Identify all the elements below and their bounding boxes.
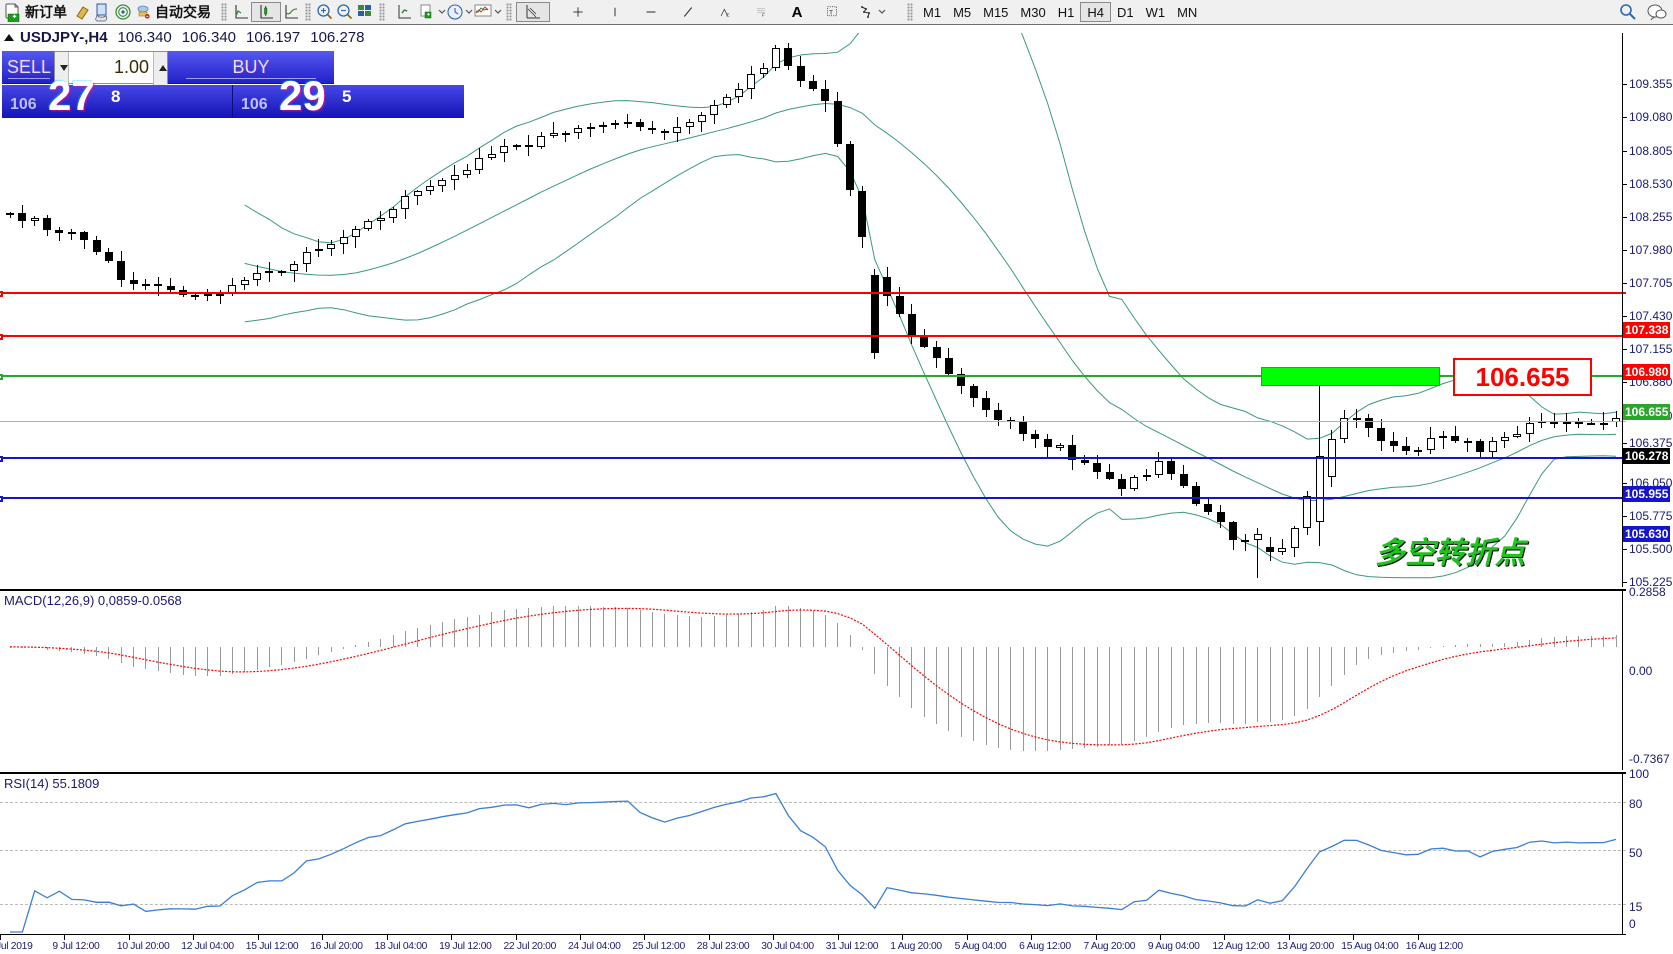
svg-text:F: F xyxy=(762,13,765,18)
svg-text:E: E xyxy=(726,13,729,18)
svg-text:T: T xyxy=(829,9,833,16)
